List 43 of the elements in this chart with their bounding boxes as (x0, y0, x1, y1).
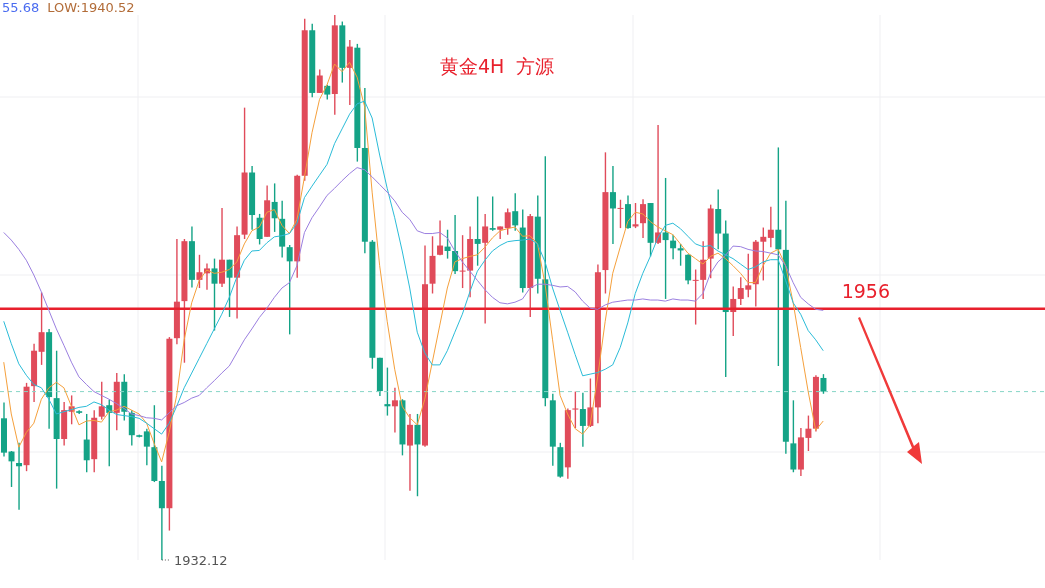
candlestick (504, 207, 511, 236)
candlestick (8, 450, 15, 488)
candlestick (391, 387, 398, 434)
text: 黄金4H 方源 (440, 54, 555, 79)
candlestick (609, 165, 616, 245)
candlestick (211, 257, 218, 332)
candlestick (143, 427, 150, 466)
candlestick (632, 202, 639, 229)
candlestick (219, 207, 226, 288)
candlestick (662, 177, 669, 300)
annotation: 1932.12 (173, 553, 228, 568)
candlestick (700, 240, 707, 300)
candlestick (670, 233, 677, 260)
candlestick (286, 244, 293, 336)
candlestick (196, 254, 203, 289)
candlestick (820, 373, 827, 395)
candlestick (316, 68, 323, 94)
candlestick (640, 198, 647, 239)
candlestick (459, 234, 466, 289)
candlestick (775, 146, 782, 367)
candlestick (384, 366, 391, 417)
text: 1956 (841, 279, 890, 302)
candlestick (98, 381, 105, 421)
candlestick (16, 442, 23, 511)
candlestick (760, 226, 767, 282)
candlestick (489, 195, 496, 232)
annotation: LOW:1940.52 (47, 0, 135, 15)
candlestick (767, 206, 774, 248)
candlestick (437, 219, 444, 257)
candlestick (512, 192, 519, 232)
candlestick (617, 199, 624, 229)
annotation: 55.68 (2, 0, 40, 15)
candlestick (406, 413, 413, 492)
candlestick (38, 291, 45, 366)
candlestick (444, 229, 451, 260)
candlestick (414, 413, 421, 497)
candlestick (83, 413, 90, 473)
candlestick (692, 268, 699, 326)
candlestick (474, 195, 481, 267)
candlestick (226, 259, 233, 318)
candlestick (482, 213, 489, 325)
candlestick (579, 391, 586, 448)
candlestick (572, 390, 579, 429)
